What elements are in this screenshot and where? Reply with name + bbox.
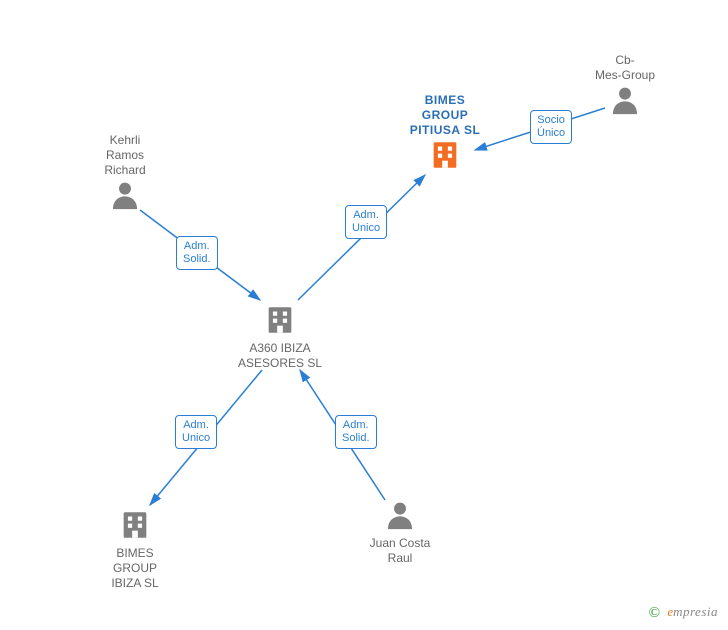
company-icon — [385, 138, 505, 172]
node-label-cbmes: Cb- Mes-Group — [565, 53, 685, 83]
node-label-juan: Juan Costa Raul — [340, 536, 460, 566]
node-juan[interactable]: Juan Costa Raul — [340, 498, 460, 566]
node-kehrli[interactable]: Kehrli Ramos Richard — [65, 129, 185, 212]
node-label-a360: A360 IBIZA ASESORES SL — [220, 341, 340, 371]
person-icon — [65, 178, 185, 212]
edge-label-cbmes-bimes_p[interactable]: Socio Único — [530, 110, 572, 144]
node-bimes_i[interactable]: BIMES GROUP IBIZA SL — [75, 508, 195, 591]
node-label-kehrli: Kehrli Ramos Richard — [65, 133, 185, 178]
company-icon — [220, 303, 340, 337]
edge-label-juan-a360[interactable]: Adm. Solid. — [335, 415, 377, 449]
company-icon — [75, 508, 195, 542]
node-bimes_p[interactable]: BIMES GROUP PITIUSA SL — [385, 89, 505, 172]
node-label-bimes_p: BIMES GROUP PITIUSA SL — [385, 93, 505, 138]
edge-label-a360-bimes_p[interactable]: Adm. Unico — [345, 205, 387, 239]
edge-label-kehrli-a360[interactable]: Adm. Solid. — [176, 236, 218, 270]
node-cbmes[interactable]: Cb- Mes-Group — [565, 49, 685, 117]
copyright-symbol: © — [649, 605, 660, 621]
person-icon — [565, 83, 685, 117]
edge-label-a360-bimes_i[interactable]: Adm. Unico — [175, 415, 217, 449]
person-icon — [340, 498, 460, 532]
node-label-bimes_i: BIMES GROUP IBIZA SL — [75, 546, 195, 591]
node-a360[interactable]: A360 IBIZA ASESORES SL — [220, 303, 340, 371]
brand-rest: mpresia — [673, 604, 718, 619]
watermark: © empresia — [649, 604, 718, 622]
